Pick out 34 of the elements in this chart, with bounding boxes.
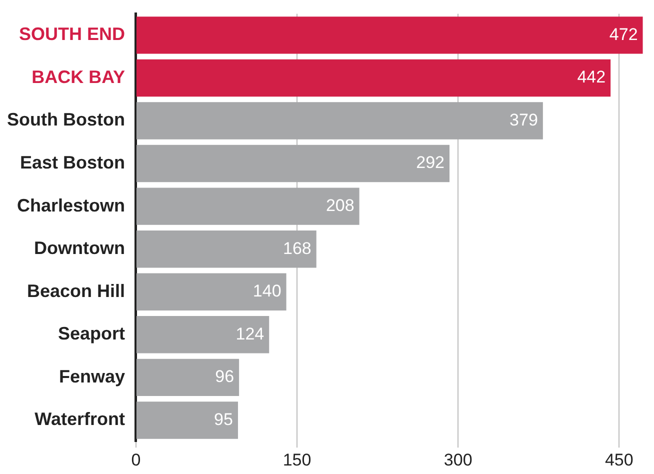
bar	[136, 316, 270, 354]
bar	[136, 230, 316, 268]
y-tick-label: Beacon Hill	[26, 280, 125, 301]
bar	[136, 188, 360, 225]
y-tick-label: Seaport	[58, 324, 125, 344]
data-label: 95	[214, 410, 233, 429]
bar	[136, 273, 286, 310]
y-tick-label: BACK BAY	[32, 66, 125, 87]
data-label: 208	[326, 196, 354, 215]
bar	[136, 59, 611, 97]
bar	[136, 102, 543, 140]
bar	[136, 144, 450, 182]
data-label: 442	[577, 68, 606, 87]
x-tick-label: 300	[444, 450, 472, 470]
bar	[136, 358, 240, 396]
x-tick-label: 150	[282, 450, 312, 470]
bar	[136, 402, 238, 439]
data-label: 96	[215, 367, 234, 386]
y-tick-label: East Boston	[20, 152, 125, 172]
y-tick-label: SOUTH END	[18, 24, 125, 44]
data-label: 140	[252, 282, 282, 301]
y-tick-label: Charlestown	[16, 195, 125, 216]
data-label: 168	[282, 238, 312, 258]
y-tick-label: Downtown	[34, 238, 125, 258]
bar	[136, 16, 643, 54]
y-tick-label: Waterfront	[34, 409, 125, 430]
x-tick-label: 0	[131, 450, 141, 470]
y-tick-label: Fenway	[58, 366, 125, 386]
data-label: 124	[236, 324, 264, 344]
data-label: 379	[510, 110, 538, 130]
x-tick-label: 450	[604, 450, 634, 470]
data-label: 292	[416, 153, 445, 172]
y-tick-label: South Boston	[6, 110, 125, 130]
data-label: 472	[609, 24, 638, 44]
